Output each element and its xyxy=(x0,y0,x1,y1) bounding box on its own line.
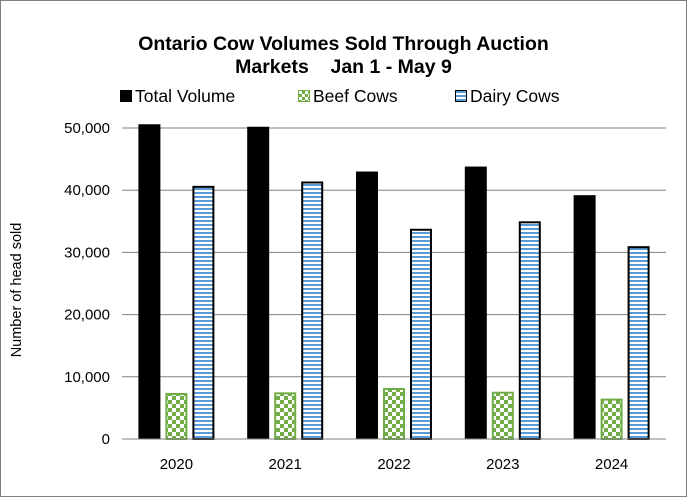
legend-swatch-beef-cows xyxy=(298,90,310,102)
legend-label-dairy-cows: Dairy Cows xyxy=(470,85,560,106)
x-tick-label: 2021 xyxy=(269,456,302,473)
y-tick-label: 50,000 xyxy=(64,120,110,137)
x-tick-label: 2023 xyxy=(486,456,519,473)
bar-beef-cows xyxy=(383,387,405,441)
bar-total-volume xyxy=(247,126,270,440)
legend-label-total-volume: Total Volume xyxy=(135,85,236,106)
legend-item-beef-cows: Beef Cows xyxy=(298,85,398,107)
legend-swatch-total-volume xyxy=(120,90,132,102)
bar-dairy-cows xyxy=(301,181,324,440)
bar-beef-cows xyxy=(165,392,188,440)
bar-total-volume xyxy=(573,195,596,439)
x-tick-label: 2024 xyxy=(595,456,628,473)
chart-title: Ontario Cow Volumes Sold Through Auction xyxy=(138,33,549,55)
bar-dairy-cows xyxy=(627,246,650,440)
bar-total-volume xyxy=(464,166,487,439)
bar-total-volume xyxy=(356,171,378,440)
y-tick-label: 30,000 xyxy=(64,244,110,261)
bar-beef-cows xyxy=(274,392,297,441)
bar-total-volume xyxy=(138,124,161,439)
legend-item-total-volume: Total Volume xyxy=(120,85,235,107)
y-tick-label: 20,000 xyxy=(64,307,110,324)
x-tick-label: 2022 xyxy=(377,456,410,473)
y-tick-label: 0 xyxy=(102,431,110,448)
bar-beef-cows xyxy=(600,398,623,441)
y-tick-label: 10,000 xyxy=(64,369,110,386)
legend: Total Volume Beef Cows Dairy Cows xyxy=(0,85,687,107)
axes: 0 10,000 20,000 30,000 40,000 50,000 2020 2021 2… xyxy=(64,120,666,473)
legend-label-beef-cows: Beef Cows xyxy=(313,85,398,106)
bar-dairy-cows xyxy=(192,185,215,440)
legend-swatch-dairy-cows xyxy=(455,90,467,102)
bar-beef-cows xyxy=(491,391,514,440)
y-tick-label: 40,000 xyxy=(64,182,110,199)
bars xyxy=(138,124,650,441)
x-tick-label: 2020 xyxy=(160,456,193,473)
bar-dairy-cows xyxy=(410,228,432,440)
legend-item-dairy-cows: Dairy Cows xyxy=(455,85,559,107)
bar-dairy-cows xyxy=(518,221,541,440)
chart-subtitle: Markets Jan 1 - May 9 xyxy=(235,56,452,78)
